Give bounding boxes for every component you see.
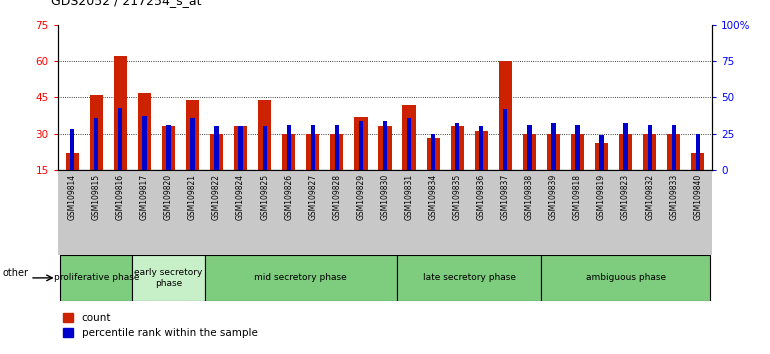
Bar bbox=[239, 126, 243, 170]
Bar bbox=[383, 121, 387, 170]
Bar bbox=[427, 138, 440, 206]
Bar bbox=[619, 133, 632, 206]
Text: GSM109820: GSM109820 bbox=[164, 174, 173, 220]
Text: GSM109822: GSM109822 bbox=[212, 174, 221, 220]
FancyBboxPatch shape bbox=[205, 255, 397, 301]
Bar bbox=[210, 133, 223, 206]
Bar bbox=[671, 125, 676, 170]
Text: mid secretory phase: mid secretory phase bbox=[254, 273, 347, 282]
Text: GSM109827: GSM109827 bbox=[308, 174, 317, 220]
Bar bbox=[70, 129, 75, 170]
Bar bbox=[89, 95, 103, 206]
Text: GSM109830: GSM109830 bbox=[380, 174, 390, 221]
Bar bbox=[214, 126, 219, 170]
Bar bbox=[138, 92, 151, 206]
Text: other: other bbox=[3, 268, 29, 278]
Text: GSM109821: GSM109821 bbox=[188, 174, 197, 220]
Bar bbox=[65, 153, 79, 206]
Bar bbox=[354, 117, 367, 206]
FancyBboxPatch shape bbox=[397, 255, 541, 301]
Bar bbox=[479, 126, 484, 170]
Bar bbox=[286, 125, 291, 170]
FancyBboxPatch shape bbox=[541, 255, 710, 301]
Text: GSM109814: GSM109814 bbox=[68, 174, 77, 220]
Bar bbox=[359, 121, 363, 170]
Bar bbox=[575, 125, 580, 170]
Text: proliferative phase: proliferative phase bbox=[53, 273, 139, 282]
Bar bbox=[114, 56, 127, 206]
Text: GSM109838: GSM109838 bbox=[525, 174, 534, 220]
Bar bbox=[330, 133, 343, 206]
Text: GSM109815: GSM109815 bbox=[92, 174, 101, 220]
Bar bbox=[450, 126, 464, 206]
Text: GSM109816: GSM109816 bbox=[116, 174, 125, 220]
Bar bbox=[595, 143, 608, 206]
Bar bbox=[474, 131, 488, 206]
Text: GSM109835: GSM109835 bbox=[453, 174, 462, 221]
Bar bbox=[551, 124, 556, 170]
Bar bbox=[407, 118, 411, 170]
FancyBboxPatch shape bbox=[132, 255, 205, 301]
Bar bbox=[190, 118, 195, 170]
Text: ambiguous phase: ambiguous phase bbox=[585, 273, 666, 282]
Bar bbox=[667, 133, 681, 206]
Bar bbox=[166, 125, 171, 170]
Text: GSM109831: GSM109831 bbox=[404, 174, 413, 220]
Text: GSM109837: GSM109837 bbox=[500, 174, 510, 221]
Text: GSM109836: GSM109836 bbox=[477, 174, 486, 221]
Bar bbox=[643, 133, 656, 206]
Bar bbox=[695, 133, 700, 170]
Text: GSM109828: GSM109828 bbox=[333, 174, 341, 220]
Bar bbox=[142, 116, 146, 170]
Bar bbox=[455, 124, 460, 170]
Bar bbox=[118, 108, 122, 170]
Bar bbox=[571, 133, 584, 206]
Bar bbox=[282, 133, 296, 206]
Bar bbox=[648, 125, 652, 170]
FancyBboxPatch shape bbox=[60, 255, 132, 301]
Text: early secretory
phase: early secretory phase bbox=[134, 268, 203, 287]
Bar bbox=[234, 126, 247, 206]
Text: late secretory phase: late secretory phase bbox=[423, 273, 516, 282]
Bar bbox=[499, 61, 512, 206]
Text: GSM109834: GSM109834 bbox=[429, 174, 437, 221]
Text: GSM109829: GSM109829 bbox=[357, 174, 366, 220]
Text: GSM109817: GSM109817 bbox=[140, 174, 149, 220]
Text: GSM109823: GSM109823 bbox=[621, 174, 630, 220]
Text: GSM109832: GSM109832 bbox=[645, 174, 654, 220]
Bar bbox=[403, 104, 416, 206]
Bar bbox=[310, 125, 315, 170]
Text: GSM109825: GSM109825 bbox=[260, 174, 269, 220]
Legend: count, percentile rank within the sample: count, percentile rank within the sample bbox=[63, 313, 258, 338]
Text: GSM109818: GSM109818 bbox=[573, 174, 582, 220]
Bar bbox=[378, 126, 392, 206]
Bar bbox=[162, 126, 175, 206]
Bar bbox=[523, 133, 536, 206]
Text: GSM109819: GSM109819 bbox=[597, 174, 606, 220]
Bar bbox=[258, 100, 271, 206]
Bar bbox=[599, 135, 604, 170]
Bar bbox=[503, 109, 507, 170]
Bar bbox=[186, 100, 199, 206]
Bar bbox=[547, 133, 560, 206]
Bar bbox=[335, 125, 339, 170]
Bar bbox=[94, 118, 99, 170]
Bar bbox=[431, 133, 435, 170]
Text: GSM109839: GSM109839 bbox=[549, 174, 558, 221]
Bar bbox=[691, 153, 705, 206]
Bar bbox=[306, 133, 320, 206]
Bar bbox=[263, 126, 267, 170]
Text: GSM109833: GSM109833 bbox=[669, 174, 678, 221]
Text: GSM109826: GSM109826 bbox=[284, 174, 293, 220]
Bar bbox=[527, 125, 531, 170]
Text: GSM109840: GSM109840 bbox=[693, 174, 702, 221]
Text: GSM109824: GSM109824 bbox=[236, 174, 245, 220]
Bar bbox=[624, 124, 628, 170]
Text: GDS2052 / 217254_s_at: GDS2052 / 217254_s_at bbox=[51, 0, 202, 7]
